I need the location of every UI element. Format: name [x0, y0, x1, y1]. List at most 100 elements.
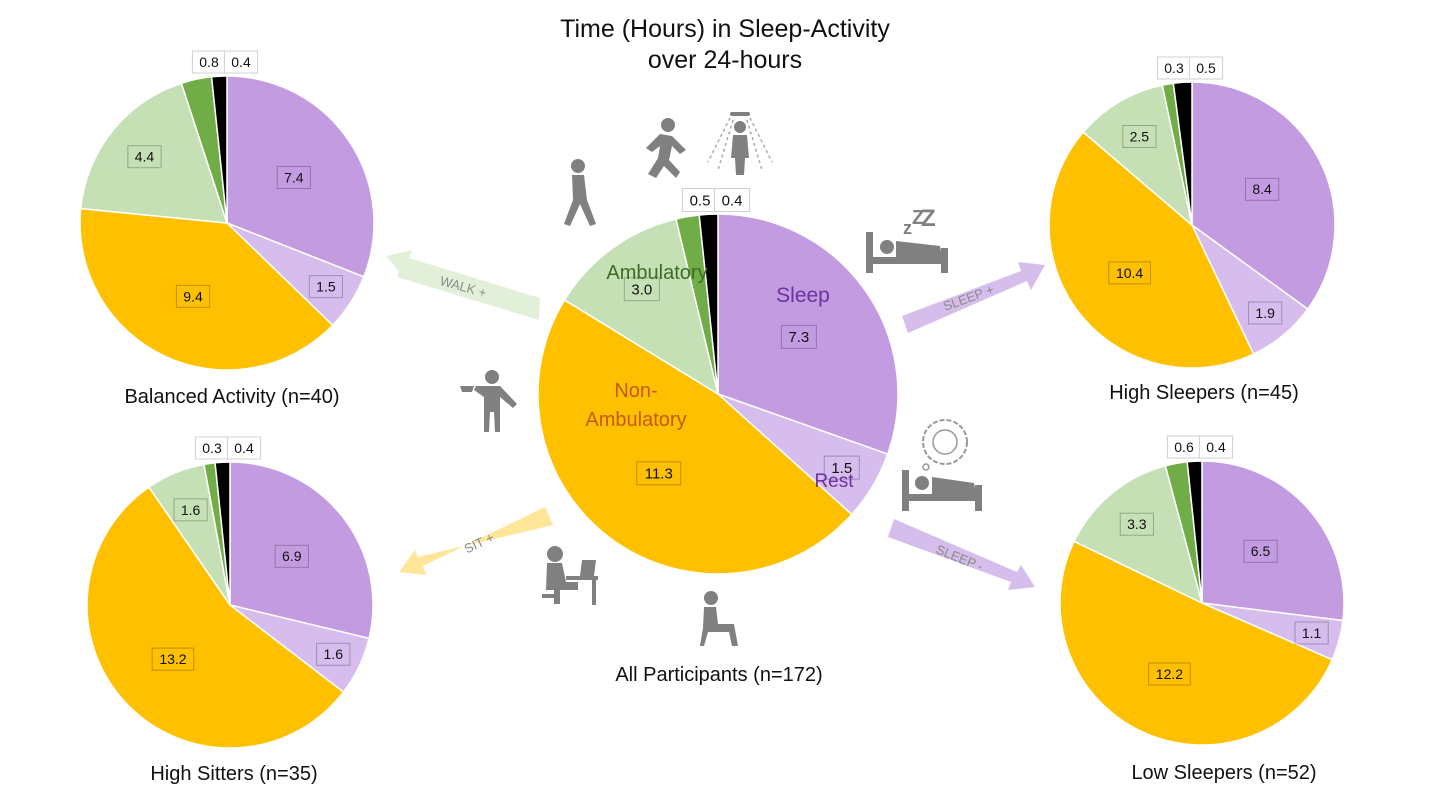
svg-text:Z: Z: [912, 207, 924, 229]
label-box-rest: [1294, 621, 1329, 645]
slice-ambulatory: [79, 82, 229, 224]
slice-ambulatory: [1082, 84, 1194, 228]
chart-title: Time (Hours) in Sleep-Activity over 24-h…: [520, 14, 930, 76]
label-box-non-ambulatory: [1148, 662, 1191, 686]
arrow-sit: SIT +: [399, 507, 553, 575]
desk-computer-icon: [542, 546, 598, 605]
data-label-ambulatory: 2.5: [1130, 128, 1150, 144]
arrow-sleep-minus: SLEEP -: [888, 519, 1035, 590]
dreaming-bed-icon: [902, 419, 982, 511]
slice-sleep: [229, 461, 374, 640]
slice-non-ambulatory: [79, 207, 334, 371]
data-label-black: 0.4: [722, 192, 743, 209]
arrow-sleep-plus: SLEEP +: [902, 262, 1045, 333]
slice-ambulatory: [563, 218, 720, 396]
caption-high-sitters: High Sitters (n=35): [150, 763, 318, 785]
label-box-rest: [308, 275, 343, 299]
data-label-non-ambulatory: 13.2: [159, 651, 186, 667]
slice-sleep: [1201, 460, 1345, 622]
running-person-icon: [646, 118, 686, 178]
data-label-non-ambulatory: 11.3: [645, 466, 673, 483]
data-label-ambulatory-green: 0.3: [1164, 60, 1184, 76]
arrow-walk: WALK +: [386, 250, 540, 320]
data-label-black: 0.5: [1196, 60, 1216, 76]
label-box-black: [714, 188, 750, 212]
data-label-ambulatory: 3.3: [1127, 516, 1147, 532]
center-label-rest: Rest: [814, 471, 854, 492]
slice-sleep: [1191, 81, 1336, 311]
data-label-ambulatory: 1.6: [181, 502, 201, 518]
pie-balanced-activity: 7.4 1.5 9.4 4.4 0.8 0.4: [79, 50, 375, 371]
data-label-sleep: 6.5: [1251, 543, 1271, 559]
center-label-ambulatory: Ambulatory: [606, 262, 707, 284]
data-label-ambulatory-green: 0.8: [199, 54, 219, 70]
slice-non-ambulatory: [86, 486, 345, 749]
label-box-sleep: [1244, 177, 1280, 201]
label-box-non-ambulatory: [1108, 261, 1151, 285]
label-box-ambulatory: [127, 145, 162, 169]
slice-sleep: [717, 213, 899, 456]
label-box-sleep: [780, 324, 817, 349]
label-box-rest: [1248, 301, 1283, 325]
data-label-rest: 1.6: [324, 646, 344, 662]
label-box-black: [1188, 56, 1224, 80]
label-box-sleep: [1243, 539, 1278, 563]
pie-high-sleepers: 8.4 1.9 10.4 2.5 0.3 0.5: [1048, 56, 1336, 369]
center-label-sleep: Sleep: [776, 284, 830, 307]
svg-text:Z: Z: [921, 205, 936, 232]
data-label-ambulatory-green: 0.3: [202, 440, 222, 456]
arrow-sit-label: SIT +: [462, 530, 497, 557]
chart-title-line1: Time (Hours) in Sleep-Activity: [560, 15, 890, 43]
data-label-rest: 1.9: [1255, 305, 1275, 321]
slice-non-ambulatory: [1048, 131, 1255, 369]
data-label-non-ambulatory: 10.4: [1116, 265, 1143, 281]
slice-black: [210, 75, 228, 224]
pie-low-sleepers: 6.5 1.1 12.2 3.3 0.6 0.4: [1059, 435, 1345, 746]
arrow-sleep-minus-label: SLEEP -: [934, 542, 986, 574]
data-label-sleep: 7.4: [284, 169, 304, 185]
sitting-person-icon: [700, 591, 738, 646]
data-label-ambulatory-green: 0.5: [690, 192, 711, 209]
slice-black: [698, 213, 719, 395]
sleeping-bed-icon: z Z Z: [866, 205, 948, 273]
walking-person-icon: [564, 159, 596, 226]
chart-title-line2: over 24-hours: [647, 46, 803, 74]
label-box-sleep: [274, 544, 309, 568]
pie-all-participants: 7.3 1.5 11.3 3.0 0.5 0.4: [537, 188, 899, 575]
center-label-non-ambulatory-2: Ambulatory: [585, 409, 686, 431]
label-box-ambulatory: [1119, 512, 1154, 536]
slice-non-ambulatory: [1059, 540, 1334, 746]
svg-text:z: z: [903, 218, 912, 238]
data-label-sleep: 6.9: [282, 548, 302, 564]
label-box-rest: [823, 455, 860, 480]
label-box-rest: [316, 642, 351, 666]
data-label-ambulatory: 4.4: [135, 149, 155, 165]
slice-black: [1186, 460, 1203, 604]
data-label-black: 0.4: [234, 440, 254, 456]
label-box-black: [223, 50, 259, 74]
slice-ambulatory: [1073, 464, 1204, 605]
label-box-non-ambulatory: [151, 647, 195, 671]
data-label-rest: 1.1: [1302, 625, 1322, 641]
label-box-sleep: [276, 165, 311, 189]
caption-all-participants: All Participants (n=172): [615, 664, 823, 686]
data-label-sleep: 8.4: [1252, 181, 1272, 197]
slice-sleep: [226, 75, 375, 278]
data-label-non-ambulatory: 12.2: [1156, 666, 1183, 682]
label-box-ambulatory: [173, 498, 208, 522]
standing-person-icon: [460, 370, 517, 432]
slice-black: [1172, 81, 1193, 226]
pie-high-sitters: 6.9 1.6 13.2 1.6 0.3 0.4: [86, 436, 374, 749]
data-label-rest: 1.5: [316, 279, 336, 295]
data-label-ambulatory-green: 0.6: [1174, 439, 1194, 455]
arrow-sleep-plus-label: SLEEP +: [941, 282, 996, 314]
label-box-non-ambulatory: [636, 461, 682, 486]
label-box-non-ambulatory: [175, 284, 211, 308]
caption-balanced-activity: Balanced Activity (n=40): [124, 386, 340, 408]
label-box-ambulatory: [623, 277, 660, 302]
label-box-ambulatory: [1122, 125, 1157, 149]
slice-black: [214, 461, 231, 606]
slice-non-ambulatory: [537, 298, 853, 575]
center-label-non-ambulatory-1: Non-: [614, 380, 657, 402]
